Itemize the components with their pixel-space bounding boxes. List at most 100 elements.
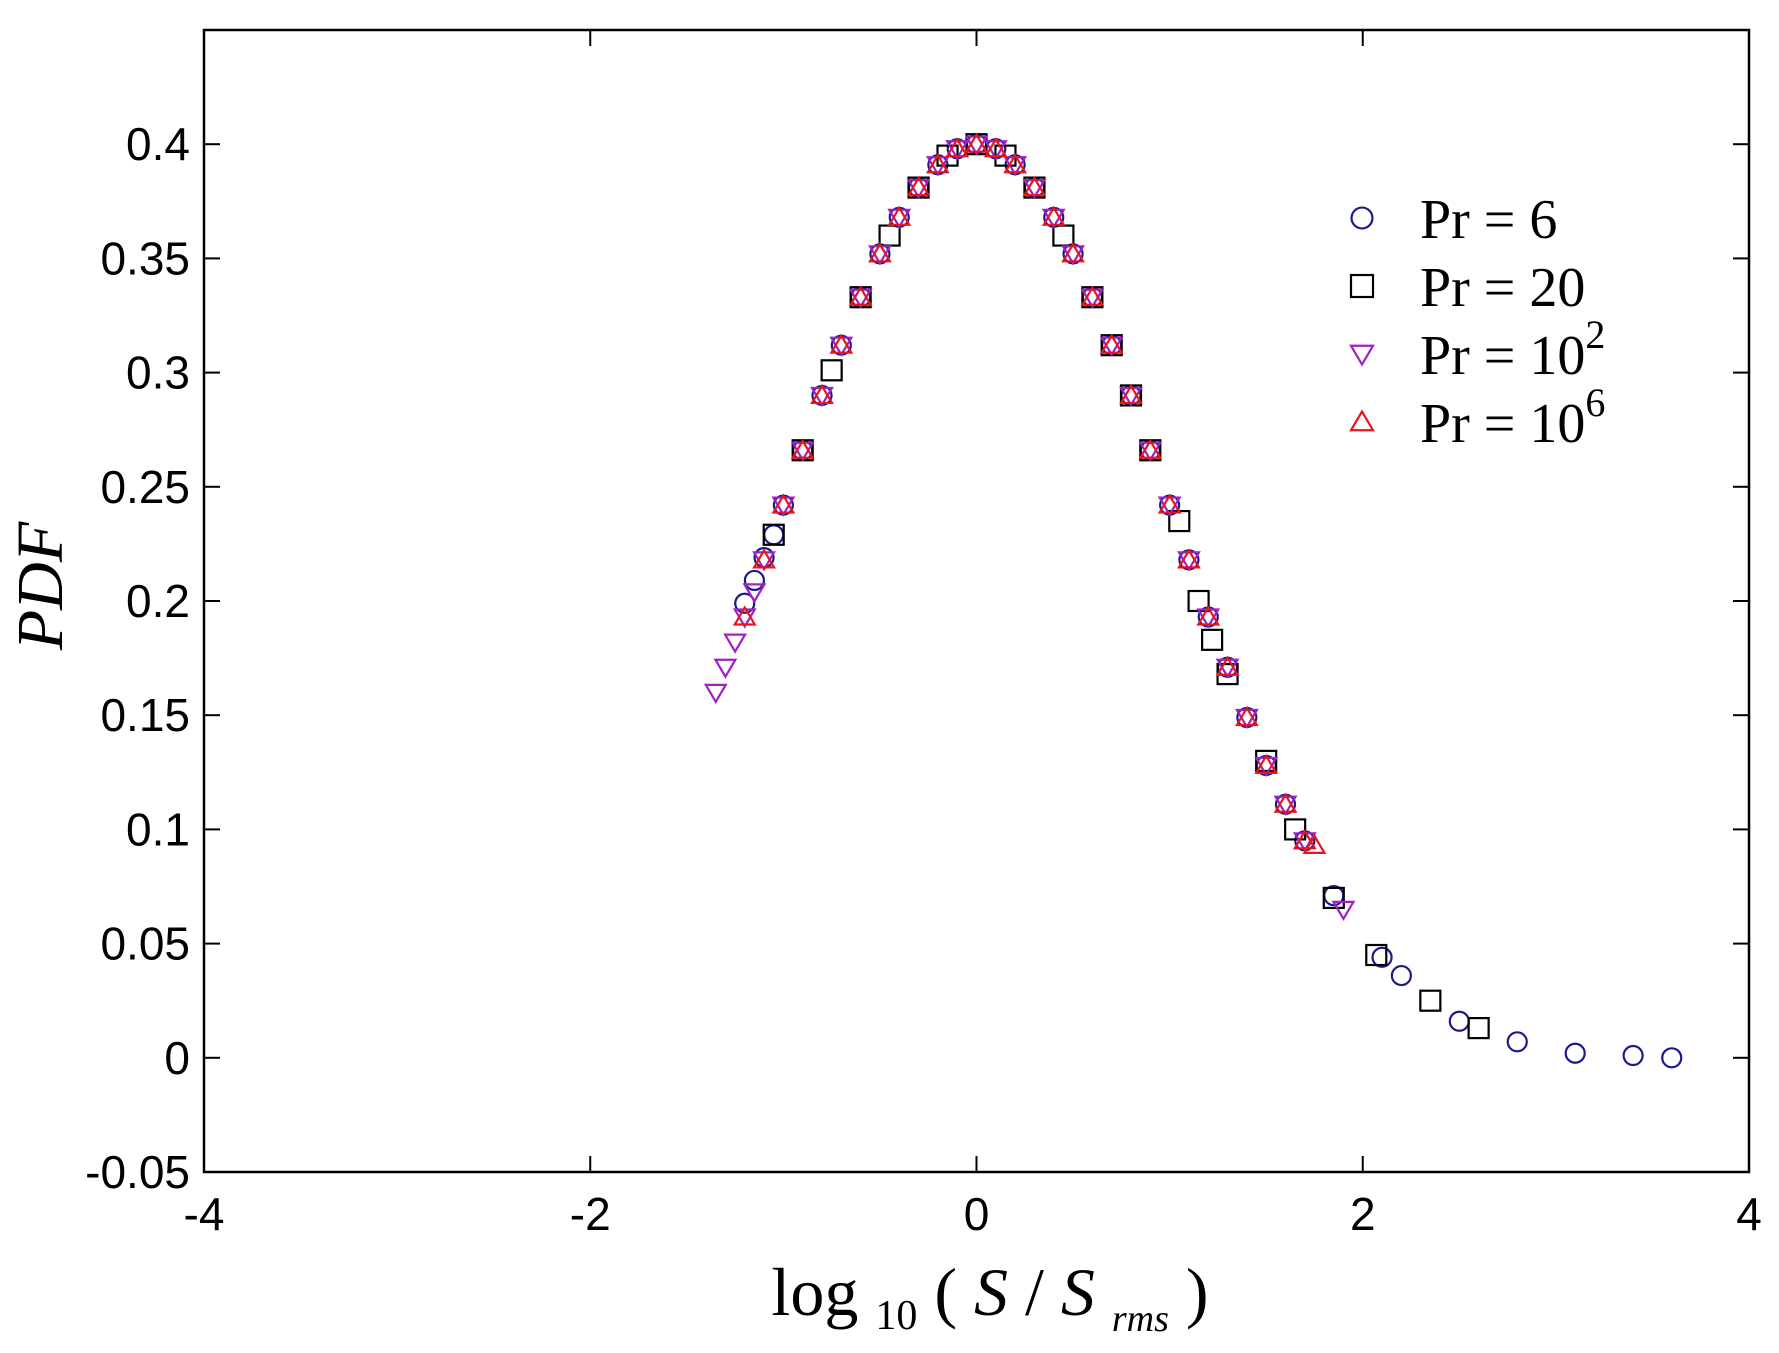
data-point — [723, 633, 748, 654]
data-point — [790, 438, 815, 459]
legend-item-2: Pr = 20 — [1349, 257, 1585, 319]
x-tick-label: -4 — [184, 1188, 225, 1240]
data-point — [703, 683, 728, 705]
data-point — [1138, 438, 1163, 459]
x-axis-title-rms-subscript: rms — [1112, 1298, 1169, 1340]
data-point — [983, 137, 1008, 158]
data-point — [868, 242, 892, 263]
y-tick-label: -0.05 — [85, 1146, 190, 1198]
y-tick-label: 0.2 — [126, 575, 190, 627]
x-axis-title-var-s-rms: S — [1061, 1254, 1095, 1330]
data-point — [1201, 628, 1224, 651]
y-tick-label: 0.4 — [126, 118, 190, 170]
data-point — [732, 605, 757, 626]
data-point — [742, 583, 767, 604]
data-points — [703, 132, 1683, 1069]
data-point — [1177, 548, 1201, 569]
data-point — [1419, 989, 1442, 1012]
data-point — [1331, 900, 1356, 922]
data-point — [1390, 964, 1412, 987]
data-point — [743, 569, 766, 592]
data-point — [1052, 224, 1075, 247]
data-point — [1365, 943, 1388, 967]
data-point — [1506, 1031, 1528, 1053]
data-point — [1022, 175, 1047, 197]
legend-marker — [1349, 273, 1375, 299]
legend-marker — [1350, 206, 1374, 230]
data-point — [1157, 493, 1182, 514]
x-axis-title-var-s: S — [974, 1254, 1008, 1330]
data-point — [945, 137, 970, 158]
x-tick-label: 2 — [1350, 1188, 1376, 1240]
series-2 — [762, 133, 1490, 1040]
legend-label: Pr = 102 — [1420, 312, 1605, 387]
series-3 — [703, 135, 1356, 922]
data-point — [762, 523, 785, 546]
data-point — [713, 658, 738, 679]
y-tick-label: 0.1 — [126, 803, 190, 855]
legend-item-1: Pr = 6 — [1350, 189, 1557, 251]
y-tick-label: 0.3 — [126, 347, 190, 399]
data-point — [1322, 886, 1345, 910]
data-point — [925, 153, 950, 174]
series-4 — [732, 132, 1327, 854]
data-point — [878, 224, 901, 247]
y-tick-label: 0.25 — [100, 461, 190, 513]
data-point — [1371, 946, 1393, 968]
legend-marker — [1349, 409, 1375, 432]
x-axis-title-separator: / — [1025, 1254, 1061, 1330]
x-axis-title-open-paren: ( — [934, 1254, 957, 1330]
data-point — [906, 175, 931, 197]
data-point — [734, 592, 756, 614]
data-point — [1622, 1044, 1644, 1067]
data-point — [829, 333, 854, 354]
x-tick-label: 0 — [964, 1188, 990, 1240]
data-point — [1041, 205, 1066, 226]
legend-item-3: Pr = 102 — [1349, 312, 1605, 387]
data-point — [1564, 1042, 1586, 1064]
data-point — [1284, 818, 1307, 841]
y-tick-label: 0.05 — [100, 918, 190, 970]
y-tick-labels: -0.05 0 0.05 0.1 0.15 0.2 0.25 0.3 0.35 0.4 — [85, 118, 190, 1198]
data-point — [752, 548, 776, 569]
data-point — [1234, 705, 1259, 727]
legend-label: Pr = 106 — [1420, 380, 1605, 455]
data-point — [1254, 753, 1279, 775]
data-point — [1099, 333, 1124, 354]
y-tick-label: 0.15 — [100, 689, 190, 741]
data-point — [810, 383, 834, 405]
data-point — [848, 285, 873, 306]
data-point — [887, 205, 912, 226]
data-point — [1061, 242, 1085, 263]
data-point — [1119, 383, 1143, 405]
legend-marker — [1349, 344, 1375, 367]
data-point — [1196, 605, 1221, 626]
x-tick-label: -2 — [570, 1188, 611, 1240]
data-point — [1467, 1017, 1490, 1040]
data-point — [1215, 655, 1240, 676]
data-point — [771, 493, 796, 514]
y-tick-label: 0 — [164, 1032, 190, 1084]
data-point — [1003, 153, 1028, 174]
x-axis-title-log: log — [771, 1254, 858, 1330]
data-point — [1255, 749, 1278, 772]
data-point — [1302, 833, 1327, 854]
data-point — [1273, 792, 1298, 813]
data-point — [820, 359, 843, 382]
y-axis-title: PDF — [4, 521, 77, 651]
legend-label: Pr = 20 — [1420, 257, 1585, 319]
x-axis-title: log 10 ( S / S rms ) — [771, 1254, 1208, 1346]
legend-item-4: Pr = 106 — [1349, 380, 1605, 455]
data-point — [964, 132, 989, 153]
data-point — [1080, 285, 1105, 306]
data-point — [763, 524, 785, 546]
y-tick-label: 0.35 — [100, 232, 190, 284]
data-point — [1661, 1047, 1683, 1069]
data-point — [1448, 1010, 1470, 1032]
x-tick-labels: -4 -2 0 2 4 — [184, 1188, 1762, 1240]
data-point — [1292, 829, 1317, 850]
axis-ticks — [203, 30, 1750, 1173]
legend-label: Pr = 6 — [1420, 189, 1557, 251]
